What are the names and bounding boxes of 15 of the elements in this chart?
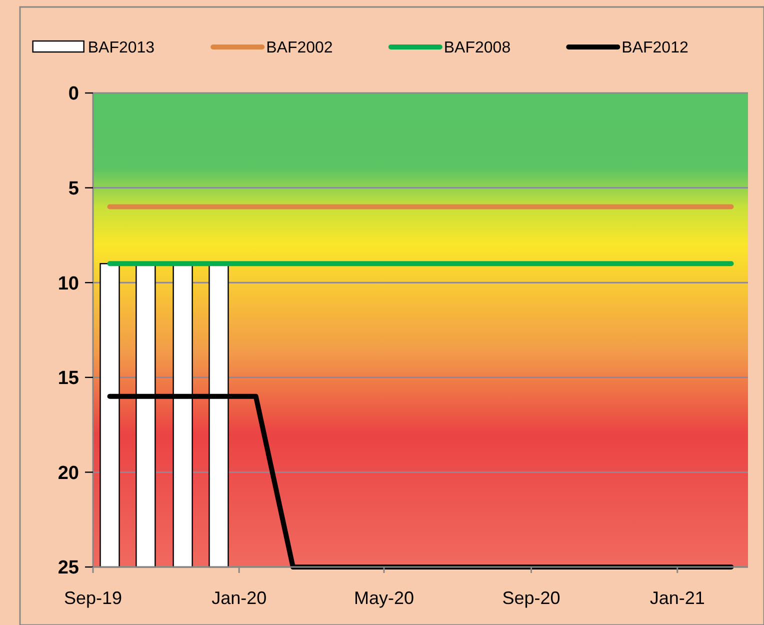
x-tick-label: Jan-21 <box>650 588 705 608</box>
legend-label: BAF2008 <box>444 40 511 57</box>
x-tick-label: Sep-20 <box>502 588 560 608</box>
x-tick-label: May-20 <box>354 588 414 608</box>
x-tick-label: Jan-20 <box>212 588 267 608</box>
legend-label: BAF2012 <box>622 40 688 57</box>
y-tick-label: 0 <box>68 84 79 105</box>
y-tick-label: 25 <box>58 558 80 579</box>
y-tick-label: 10 <box>58 273 79 294</box>
legend-label: BAF2013 <box>88 40 155 57</box>
y-tick-label: 15 <box>58 368 80 390</box>
x-tick-label: Sep-19 <box>64 588 122 608</box>
y-tick-label: 20 <box>58 462 79 484</box>
y-tick-label: 5 <box>68 178 80 200</box>
legend-label: BAF2002 <box>266 40 333 57</box>
